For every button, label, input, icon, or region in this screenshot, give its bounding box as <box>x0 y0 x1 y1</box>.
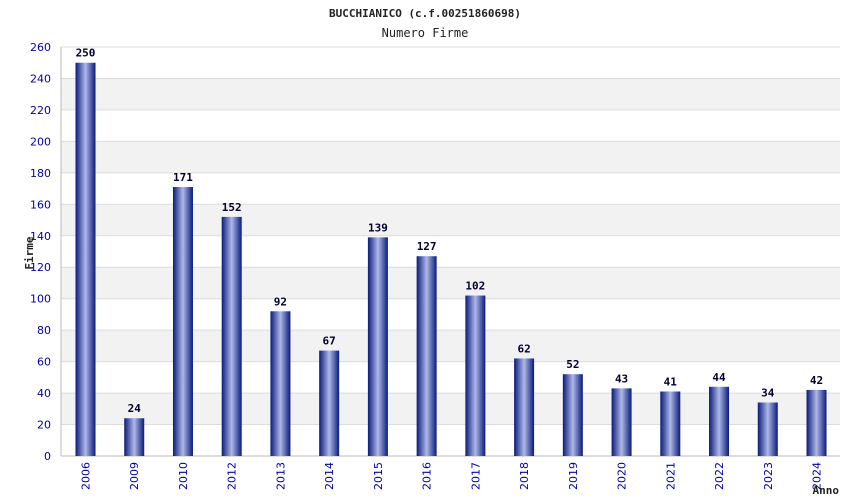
x-tick-label: 2006 <box>80 462 93 490</box>
bar-value-label: 44 <box>712 371 726 384</box>
y-tick-label: 20 <box>37 419 51 432</box>
bar-value-label: 24 <box>128 402 142 415</box>
x-tick-label: 2020 <box>616 462 629 490</box>
y-axis-label: Firme <box>23 236 36 269</box>
grid-bands <box>61 78 840 425</box>
y-tick-label: 60 <box>37 356 51 369</box>
x-axis-ticks: 2006 2009 2010 2012 2013 2014 2015 2016 2017 2018… <box>80 462 824 490</box>
x-tick-label: 2016 <box>421 462 434 490</box>
bar <box>221 216 242 456</box>
x-tick-label: 2012 <box>226 462 239 490</box>
chart-title: BUCCHIANICO (c.f.00251860698) <box>329 7 521 20</box>
bar-value-label: 34 <box>761 387 775 400</box>
y-tick-label: 40 <box>37 387 51 400</box>
x-tick-label: 2014 <box>323 462 336 490</box>
bar <box>514 358 535 456</box>
y-tick-label: 220 <box>30 104 51 117</box>
x-tick-label: 2022 <box>713 462 726 490</box>
x-tick-label: 2015 <box>372 462 385 490</box>
y-tick-label: 200 <box>30 135 51 148</box>
bar-value-label: 250 <box>76 47 96 60</box>
bar <box>562 374 583 456</box>
bar <box>465 295 486 456</box>
y-tick-label: 0 <box>44 450 51 463</box>
bar-value-label: 62 <box>517 342 530 355</box>
bar <box>75 62 96 456</box>
x-tick-label: 2024 <box>811 462 824 490</box>
y-tick-label: 160 <box>30 198 51 211</box>
chart-subtitle: Numero Firme <box>382 26 469 40</box>
y-tick-label: 120 <box>30 261 51 274</box>
x-axis-label: Anno <box>813 484 840 497</box>
x-tick-label: 2013 <box>274 462 287 490</box>
bar <box>270 311 291 456</box>
bar-value-label: 42 <box>810 374 823 387</box>
bar-value-label: 43 <box>615 372 628 385</box>
bar <box>757 402 778 456</box>
y-tick-label: 260 <box>30 41 51 54</box>
bar-value-label: 92 <box>274 295 287 308</box>
x-tick-label: 2017 <box>469 462 482 490</box>
grid-band <box>61 78 840 110</box>
bar-value-label: 171 <box>173 171 193 184</box>
bar <box>319 350 340 456</box>
y-tick-label: 240 <box>30 72 51 85</box>
x-tick-label: 2021 <box>664 462 677 490</box>
bar <box>709 386 730 456</box>
bar <box>660 391 681 456</box>
grid-band <box>61 141 840 173</box>
bar-value-label: 41 <box>664 376 678 389</box>
y-tick-label: 140 <box>30 230 51 243</box>
x-tick-label: 2018 <box>518 462 531 490</box>
bar <box>367 237 388 456</box>
bar <box>611 388 632 456</box>
bar-value-label: 127 <box>417 240 437 253</box>
y-tick-label: 100 <box>30 293 51 306</box>
bar <box>806 389 827 456</box>
bar <box>124 418 145 456</box>
bars: 250 24 171 152 92 67 139 127 102 62 52 43 41 44 34 42 <box>75 47 827 456</box>
bar <box>172 187 193 456</box>
bar-value-label: 67 <box>323 335 336 348</box>
x-tick-label: 2019 <box>567 462 580 490</box>
x-tick-label: 2010 <box>177 462 190 490</box>
x-tick-label: 2009 <box>128 462 141 490</box>
bar <box>416 256 437 456</box>
y-tick-label: 80 <box>37 324 51 337</box>
bar-value-label: 139 <box>368 221 388 234</box>
bar-value-label: 102 <box>465 280 485 293</box>
x-tick-label: 2023 <box>762 462 775 490</box>
y-tick-label: 180 <box>30 167 51 180</box>
bar-value-label: 152 <box>222 201 242 214</box>
bar-value-label: 52 <box>566 358 579 371</box>
y-axis-ticks: 0 20 40 60 80 100 120 140 160 180 200 220 240 260 <box>30 41 51 463</box>
